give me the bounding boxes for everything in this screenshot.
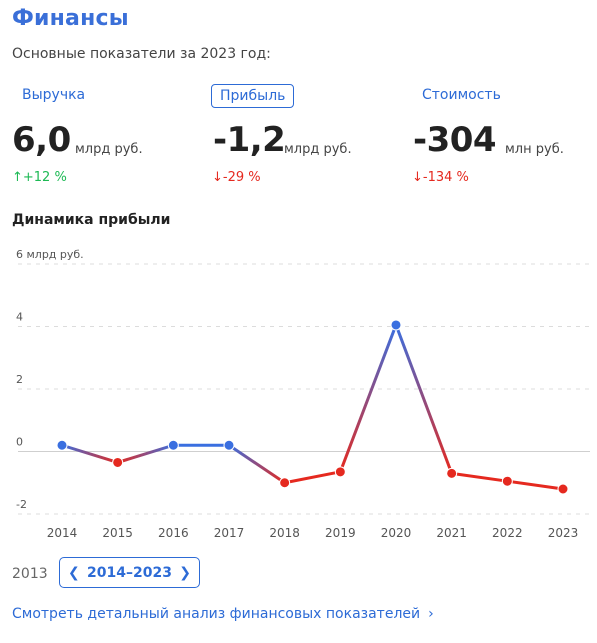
profit-unit: млрд руб. xyxy=(284,142,352,157)
chart-title: Динамика прибыли xyxy=(12,212,171,228)
chart-x-labels: 2014 2015 2016 2017 2018 2019 2020 2021 2022 2023 xyxy=(47,526,579,540)
detailed-analysis-link[interactable]: Смотреть детальный анализ финансовых пок… xyxy=(12,606,434,622)
x-tick-label: 2018 xyxy=(269,526,300,540)
y-tick-label: -2 xyxy=(16,498,27,511)
chart-points xyxy=(56,319,569,495)
profit-value: -1,2 xyxy=(213,120,286,160)
line-segment xyxy=(505,479,565,491)
page-title: Финансы xyxy=(12,6,129,31)
cost-change: ↓-134 % xyxy=(412,170,469,185)
line-segment xyxy=(227,443,287,485)
revenue-change: ↑+12 % xyxy=(12,170,67,185)
pager-start-year[interactable]: 2013 xyxy=(12,566,48,582)
x-tick-label: 2021 xyxy=(436,526,467,540)
x-tick-label: 2015 xyxy=(102,526,133,540)
page-subtitle: Основные показатели за 2023 год: xyxy=(12,46,271,62)
data-point-2019[interactable] xyxy=(334,466,346,478)
x-tick-label: 2016 xyxy=(158,526,189,540)
data-point-2014[interactable] xyxy=(56,439,68,451)
chevron-right-icon: › xyxy=(428,606,434,622)
data-point-2017[interactable] xyxy=(223,439,235,451)
data-point-2016[interactable] xyxy=(167,439,179,451)
chevron-left-icon[interactable]: ❮ xyxy=(68,564,80,581)
data-point-2023[interactable] xyxy=(557,483,569,495)
year-range-pager[interactable]: ❮ 2014–2023 ❯ xyxy=(59,557,200,588)
line-segment xyxy=(338,323,398,474)
data-point-2020[interactable] xyxy=(390,319,402,331)
data-point-2021[interactable] xyxy=(446,467,458,479)
tab-profit[interactable]: Прибыль xyxy=(211,84,295,108)
pager-range: 2014–2023 xyxy=(87,564,172,581)
revenue-unit: млрд руб. xyxy=(75,142,143,157)
x-tick-label: 2014 xyxy=(47,526,78,540)
line-segment xyxy=(394,323,454,475)
x-tick-label: 2019 xyxy=(325,526,356,540)
data-point-2022[interactable] xyxy=(501,475,513,487)
revenue-value: 6,0 xyxy=(12,120,71,160)
chart-grid: 6 млрд руб. 4 2 0 -2 xyxy=(16,248,590,515)
line-segment xyxy=(450,471,509,483)
y-tick-label: 2 xyxy=(16,373,23,386)
line-segment xyxy=(283,470,342,485)
detailed-analysis-label: Смотреть детальный анализ финансовых пок… xyxy=(12,606,421,622)
line-segment xyxy=(116,443,175,464)
x-tick-label: 2023 xyxy=(548,526,579,540)
y-tick-label: 6 млрд руб. xyxy=(16,248,84,261)
x-tick-label: 2022 xyxy=(492,526,523,540)
x-tick-label: 2017 xyxy=(214,526,245,540)
chevron-right-icon[interactable]: ❯ xyxy=(179,564,191,581)
y-tick-label: 0 xyxy=(16,436,23,449)
data-point-2015[interactable] xyxy=(112,456,124,468)
line-segment xyxy=(60,443,120,464)
tab-revenue[interactable]: Выручка xyxy=(22,87,86,103)
chart-line xyxy=(60,323,565,491)
profit-chart: 6 млрд руб.420-2 2014 2015 2016 2017 2018 201… xyxy=(16,248,590,540)
profit-change: ↓-29 % xyxy=(212,170,261,185)
cost-unit: млн руб. xyxy=(505,142,564,157)
data-point-2018[interactable] xyxy=(279,477,291,489)
tab-value[interactable]: Стоимость xyxy=(422,87,501,103)
cost-value: -304 xyxy=(413,120,497,160)
y-tick-label: 4 xyxy=(16,311,23,324)
x-tick-label: 2020 xyxy=(381,526,412,540)
